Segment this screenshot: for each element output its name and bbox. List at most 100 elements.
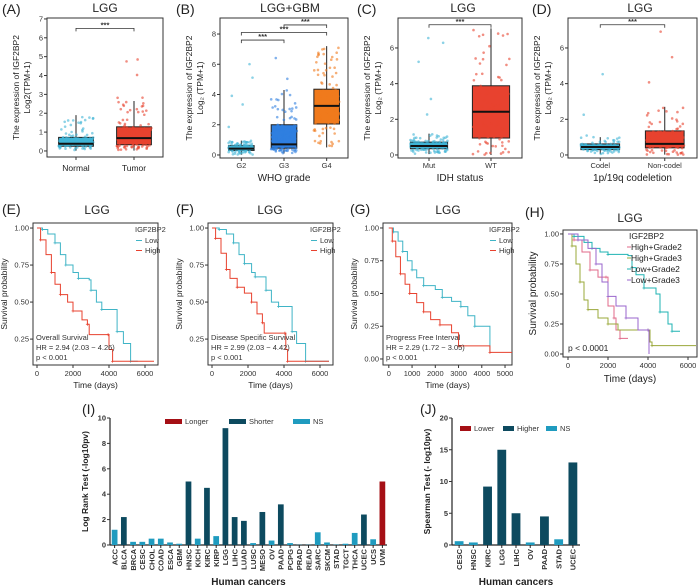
- censor-mark: [408, 291, 412, 295]
- x-tick-label: OV: [526, 549, 535, 560]
- legend-swatch: [165, 419, 182, 424]
- data-point: [647, 81, 651, 84]
- data-point: [119, 107, 123, 111]
- data-point: [652, 130, 655, 133]
- data-point: [481, 120, 485, 124]
- data-point: [145, 147, 148, 150]
- data-point: [497, 123, 500, 126]
- data-point: [61, 136, 65, 139]
- data-point: [615, 148, 618, 152]
- censor-mark: [76, 276, 80, 280]
- data-point: [445, 135, 449, 138]
- plot-annotation: HR = 2.29 (1.72 − 3.05): [386, 343, 465, 352]
- y-tick-label: 1.00: [14, 224, 29, 233]
- data-point: [330, 115, 334, 119]
- bar-stad: [554, 539, 564, 545]
- data-point: [474, 121, 477, 124]
- data-point: [71, 134, 75, 138]
- data-point: [130, 128, 133, 132]
- data-point: [442, 141, 445, 144]
- x-tick-label: GBM: [175, 549, 184, 567]
- data-point: [282, 137, 286, 141]
- y-axis-label: Spearman Test (- log10pv): [422, 429, 432, 535]
- censor-mark: [390, 239, 394, 243]
- censor-mark: [53, 241, 57, 245]
- data-point: [488, 44, 491, 48]
- data-point: [491, 144, 495, 148]
- data-point: [290, 141, 294, 144]
- panel-label: (D): [532, 1, 551, 17]
- data-point: [251, 153, 254, 156]
- data-point: [579, 143, 583, 146]
- bar-hnsc: [468, 542, 478, 545]
- data-point: [493, 108, 497, 112]
- x-tick-label: 4000: [276, 369, 293, 378]
- panel-label: (C): [357, 1, 376, 17]
- data-point: [328, 114, 332, 118]
- data-point: [290, 151, 294, 155]
- censor-mark: [224, 267, 228, 271]
- data-point: [496, 107, 500, 111]
- data-point: [490, 122, 493, 125]
- bar-ucec: [568, 462, 578, 545]
- significance-bracket: [75, 27, 135, 32]
- data-point: [135, 142, 138, 146]
- data-point: [63, 125, 67, 128]
- data-point: [76, 137, 80, 140]
- data-point: [131, 125, 135, 129]
- bar-lusc: [250, 543, 256, 545]
- data-point: [503, 107, 506, 111]
- data-point: [485, 88, 489, 91]
- x-axis-label: Time (days): [248, 380, 293, 390]
- data-point: [435, 134, 439, 137]
- data-point: [124, 147, 128, 151]
- data-point: [282, 149, 286, 153]
- bar-hnsc: [185, 481, 192, 545]
- censor-mark: [40, 228, 44, 232]
- data-point: [486, 126, 490, 129]
- censor-mark: [401, 250, 405, 254]
- y-tick-label: 4: [390, 79, 394, 88]
- data-point: [665, 110, 668, 113]
- data-point: [84, 145, 88, 148]
- data-point: [423, 148, 426, 152]
- data-point: [323, 73, 326, 77]
- data-point: [275, 135, 278, 138]
- data-point: [319, 116, 323, 120]
- data-point: [136, 139, 140, 143]
- legend-entry: High: [320, 246, 335, 255]
- data-point: [479, 84, 482, 88]
- data-point: [295, 129, 299, 133]
- legend-title: IGF2BP2: [135, 225, 166, 234]
- x-axis-label: WHO grade: [258, 173, 311, 184]
- data-point: [293, 148, 297, 152]
- data-point: [335, 51, 338, 55]
- data-point: [71, 119, 75, 122]
- legend-swatch: [460, 426, 471, 431]
- data-point: [332, 111, 335, 114]
- data-point: [478, 143, 482, 146]
- data-point: [506, 32, 509, 36]
- data-point: [662, 130, 666, 133]
- data-point: [650, 122, 653, 126]
- data-point: [281, 145, 285, 149]
- data-point: [85, 133, 89, 137]
- panel-a: (A) LGG 0 1 2 3 4 5 6 7 The expression of IGF2BP2 L…: [2, 1, 164, 173]
- data-point: [274, 128, 278, 131]
- data-point: [68, 146, 72, 149]
- data-point: [480, 72, 484, 76]
- data-point: [329, 58, 333, 62]
- data-point: [494, 145, 497, 148]
- data-point: [249, 151, 252, 155]
- data-point: [286, 147, 290, 151]
- bar-acc: [111, 529, 118, 545]
- censor-mark: [576, 238, 580, 242]
- data-point: [480, 104, 484, 108]
- censor-mark: [624, 316, 628, 320]
- bar-paad: [277, 504, 284, 545]
- data-point: [288, 107, 291, 111]
- bar-chol: [148, 538, 155, 545]
- censor-mark: [457, 344, 461, 348]
- censor-mark: [253, 275, 257, 279]
- legend-entry: Low+Grade2: [631, 264, 680, 274]
